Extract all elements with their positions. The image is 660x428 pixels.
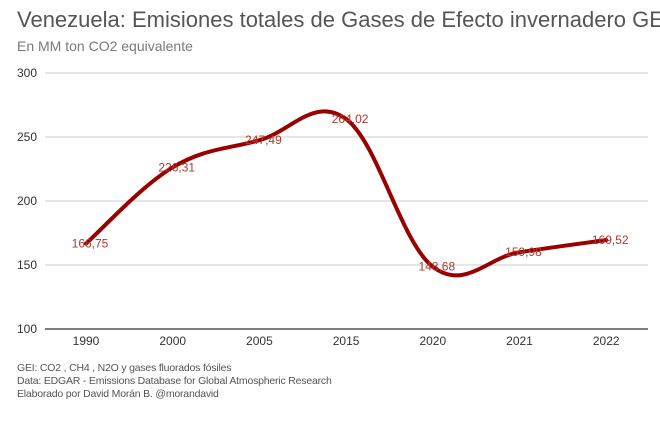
footnote-author: Elaborado por David Morán B. @morandavid xyxy=(17,388,219,400)
x-tick-label: 1990 xyxy=(73,334,100,348)
chart-subtitle: En MM ton CO2 equivalente xyxy=(17,38,193,54)
data-label: 264,02 xyxy=(332,112,369,126)
data-label: 247,49 xyxy=(245,133,282,147)
y-tick-label: 250 xyxy=(17,130,37,144)
data-label: 166,75 xyxy=(72,237,109,251)
data-point xyxy=(518,250,521,254)
y-tick-label: 100 xyxy=(17,322,37,336)
x-tick-label: 2005 xyxy=(246,334,273,348)
x-tick-label: 2021 xyxy=(506,334,533,348)
footnote-source: Data: EDGAR - Emissions Database for Glo… xyxy=(17,375,332,387)
data-label: 169,52 xyxy=(592,233,629,247)
data-point xyxy=(171,165,175,169)
x-tick-label: 2000 xyxy=(159,334,186,348)
chart-title: Venezuela: Emisiones totales de Gases de… xyxy=(17,7,660,32)
data-point xyxy=(344,117,348,121)
y-tick-label: 200 xyxy=(17,194,37,208)
data-label: 148,68 xyxy=(418,260,455,274)
data-point xyxy=(431,265,435,269)
x-tick-label: 2015 xyxy=(333,334,360,348)
data-label: 159,98 xyxy=(505,245,542,259)
footnotes: GEI: CO2 , CH4 , N2O y gases fluorados f… xyxy=(17,362,332,401)
y-tick-label: 300 xyxy=(17,66,37,80)
y-tick-label: 150 xyxy=(17,258,37,272)
data-point xyxy=(257,138,261,142)
x-tick-label: 2022 xyxy=(593,334,620,348)
data-label: 226,31 xyxy=(158,160,195,174)
data-point xyxy=(604,238,608,242)
data-point xyxy=(84,242,88,246)
footnote-gases: GEI: CO2 , CH4 , N2O y gases fluorados f… xyxy=(17,362,232,374)
x-tick-label: 2020 xyxy=(419,334,446,348)
